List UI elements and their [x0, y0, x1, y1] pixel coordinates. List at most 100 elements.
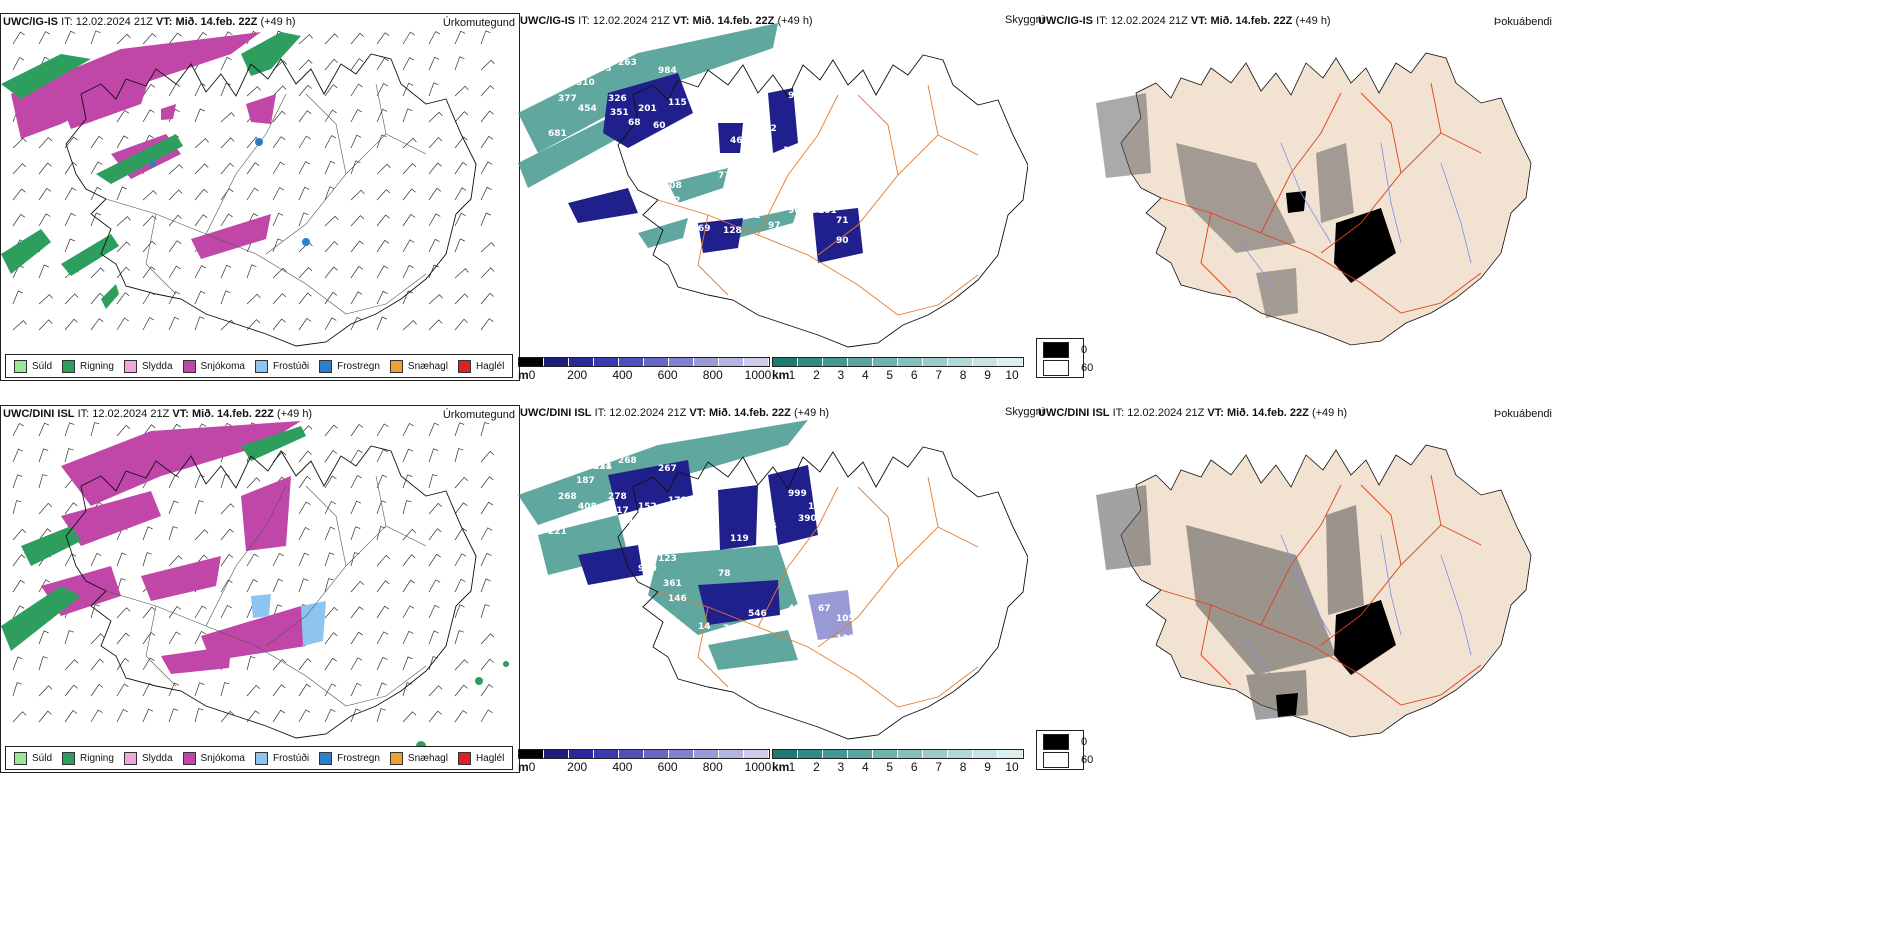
precip-legend: Súld Rigning Slydda Snjókoma Frostúði Frostre…	[5, 746, 514, 770]
wind-barb	[246, 264, 257, 279]
visibility-value: 105	[836, 614, 855, 624]
wind-barb	[12, 188, 26, 201]
wind-barb	[12, 423, 24, 437]
road-network	[1160, 474, 1482, 706]
visibility-m-colorbar: m 0 200 400 600 800 1000	[518, 357, 771, 379]
wind-barb	[298, 267, 313, 279]
wind-barb	[116, 578, 126, 593]
wind-barb	[272, 604, 283, 619]
wind-barb	[90, 684, 104, 697]
wind-barb	[194, 316, 205, 331]
wind-barb	[428, 448, 439, 463]
fog-key-swatch	[1043, 360, 1069, 376]
legend-swatch	[182, 751, 196, 765]
legend-swatch	[389, 359, 403, 373]
wind-barb	[12, 290, 23, 305]
wind-barb	[246, 187, 259, 201]
panel-header: UWC/IG-IS IT: 12.02.2024 21Z VT: Mið. 14…	[1038, 15, 1331, 27]
visibility-value: 69	[698, 224, 711, 234]
wind-barb	[402, 528, 417, 541]
wind-barb	[428, 422, 440, 437]
visibility-value: 152	[638, 502, 657, 512]
wind-barb	[142, 291, 155, 305]
legend-swatch	[254, 751, 268, 765]
wind-barb	[428, 187, 442, 201]
fog-panel-row2: UWC/DINI ISL IT: 12.02.2024 21Z VT: Mið.…	[1036, 405, 1556, 771]
visibility-value: 999	[788, 489, 807, 499]
legend-swatch	[457, 751, 471, 765]
legend-label: Snæhagl	[407, 752, 448, 764]
visibility-value: 984	[658, 66, 677, 76]
legend-label: Snjókoma	[200, 752, 245, 764]
visibility-value: 123	[658, 554, 677, 564]
wind-barb	[220, 579, 233, 593]
colorbar-unit: km	[772, 368, 790, 379]
wind-barb	[64, 293, 79, 305]
wind-barb	[220, 112, 235, 123]
wind-barb	[116, 33, 131, 45]
wind-barb	[12, 500, 22, 515]
panel-header: UWC/DINI ISL IT: 12.02.2024 21Z VT: Mið.…	[1038, 407, 1348, 419]
wind-barb	[350, 552, 360, 567]
wind-barb	[402, 82, 414, 97]
visibility-m-colorbar: m 0 200 400 600 800 1000	[518, 749, 771, 771]
legend-item: Súld	[14, 751, 52, 765]
wind-barb	[116, 317, 129, 331]
wind-barb	[298, 186, 310, 201]
wind-barb	[402, 656, 413, 671]
wind-barb	[480, 501, 493, 515]
colorbar-tick: 9	[984, 368, 991, 379]
wind-barb	[298, 683, 311, 697]
colorbar-tick: 200	[567, 368, 588, 379]
snow-areas	[41, 421, 306, 674]
wind-barb	[480, 267, 495, 279]
colorbar-strip	[772, 357, 1024, 367]
panel-header: UWC/IG-IS IT: 12.02.2024 21Z VT: Mið. 14…	[520, 15, 813, 27]
wind-barb	[12, 656, 23, 671]
panel-label: Skyggni	[1005, 406, 1045, 418]
wind-barb	[272, 161, 285, 175]
wind-barb	[12, 682, 22, 697]
wind-barb	[376, 554, 391, 567]
wind-barb	[38, 162, 52, 175]
wind-barb	[298, 450, 312, 463]
legend-label: Frostregn	[337, 360, 380, 372]
wind-barb	[376, 290, 388, 305]
wind-barb	[12, 554, 26, 567]
precip-type-map	[1, 30, 495, 347]
colorbar-tick: 10	[1005, 760, 1019, 771]
wind-barb	[38, 187, 52, 201]
visibility-numbers: 393 263 984 310 377 326 454 351 201 115 681 68 60 98 1…	[548, 58, 849, 246]
wind-barb	[402, 579, 415, 593]
colorbar-tick: 600	[657, 760, 678, 771]
visibility-panel-row1: 393 263 984 310 377 326 454 351 201 115 681 68 60 98 1…	[518, 13, 1028, 379]
iceland-coastline	[65, 445, 477, 739]
wind-barb	[454, 684, 468, 697]
wind-barb	[116, 186, 127, 201]
wind-barb	[64, 659, 79, 671]
fog-key-swatch	[1043, 752, 1069, 768]
wind-barb	[376, 265, 389, 279]
wind-barb	[376, 134, 387, 149]
wind-barb	[116, 241, 131, 253]
wind-barb	[64, 238, 75, 253]
navy-visibility-areas	[568, 73, 863, 263]
wind-barb	[480, 59, 495, 71]
wind-barb	[298, 476, 312, 489]
wind-barb	[142, 657, 155, 671]
visibility-value: 187	[576, 476, 595, 486]
visibility-value: 62	[668, 196, 681, 206]
wind-barb	[454, 56, 465, 71]
wind-barb	[428, 294, 443, 305]
wind-barb	[64, 212, 76, 227]
wind-barb	[376, 682, 387, 697]
panel-label: Þokuábendi	[1493, 16, 1552, 28]
visibility-value: 546	[748, 609, 767, 619]
wind-barb	[12, 579, 25, 593]
wind-barb	[194, 290, 206, 305]
wind-barb	[64, 502, 78, 515]
wind-barb	[376, 708, 386, 723]
wind-barb	[90, 267, 105, 279]
wind-barb	[298, 292, 312, 305]
wind-barb	[90, 709, 103, 723]
